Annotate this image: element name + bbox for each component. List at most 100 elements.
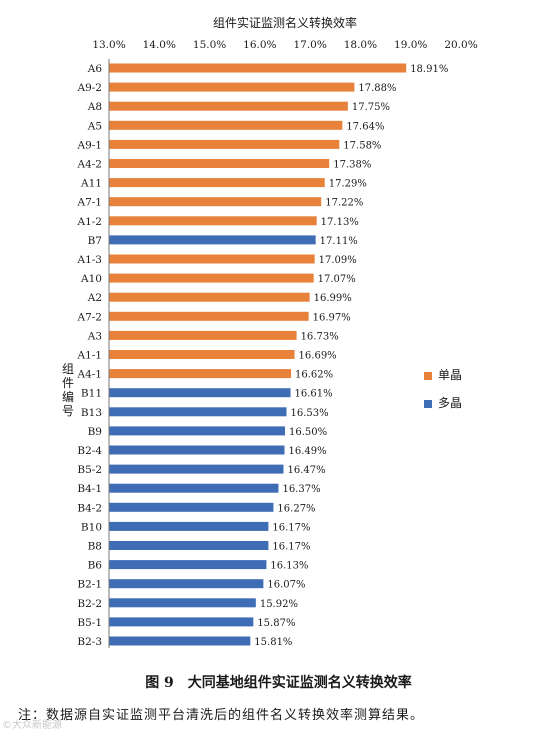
legend-label-poly: 多晶 (438, 396, 463, 410)
bar (109, 560, 267, 570)
bar-value-label: 17.13% (321, 217, 359, 228)
y-tick-label: A1-3 (77, 254, 103, 266)
bar-value-label: 15.92% (260, 599, 298, 610)
bar (109, 426, 285, 436)
bar (109, 579, 264, 589)
bar (109, 82, 355, 92)
y-tick-label: A9-1 (77, 139, 103, 151)
bar (109, 617, 254, 627)
y-axis-label-char: 件 (61, 376, 74, 390)
y-tick-label: A1-1 (77, 350, 103, 362)
bar-value-label: 16.47% (287, 465, 325, 476)
bar (109, 369, 292, 379)
y-tick-label: B9 (88, 426, 102, 438)
x-tick-label: 15.0% (193, 39, 226, 51)
bar-value-label: 16.17% (272, 542, 310, 553)
y-tick-label: B5-2 (77, 464, 102, 476)
bar-value-label: 17.58% (343, 140, 381, 151)
y-axis-label: 组件编号 (60, 362, 76, 418)
bar-value-label: 17.09% (319, 255, 357, 266)
y-tick-label: A4-2 (77, 159, 103, 171)
bar-value-label: 16.37% (282, 484, 320, 495)
bar (109, 139, 340, 149)
bar-value-label: 15.87% (257, 618, 295, 629)
bar (109, 483, 279, 493)
legend-label-mono: 单晶 (438, 368, 463, 382)
bar (109, 636, 251, 646)
bar (109, 178, 325, 188)
y-tick-label: A1-2 (77, 216, 103, 228)
bar-value-label: 16.62% (295, 370, 333, 381)
bar-value-label: 17.88% (358, 83, 396, 94)
bar (109, 63, 407, 73)
bar (109, 120, 343, 130)
bar-value-label: 16.61% (295, 389, 333, 400)
bar-value-label: 17.75% (352, 102, 390, 113)
watermark: ©大众新能源 (2, 720, 62, 731)
y-tick-label: B5-1 (77, 617, 102, 629)
bar-value-label: 15.81% (254, 637, 292, 648)
bar-value-label: 16.69% (299, 351, 337, 362)
y-tick-label: B4-1 (77, 483, 102, 495)
y-tick-label: A4-1 (77, 369, 103, 381)
bar-value-label: 17.29% (329, 179, 367, 190)
y-tick-label: A10 (80, 273, 102, 285)
figure-note: 注：数据源自实证监测平台清洗后的组件名义转换效率测算结果。 (18, 708, 425, 723)
bar-value-label: 16.49% (288, 446, 326, 457)
bar-value-label: 16.13% (270, 561, 308, 572)
chart-title: 组件实证监测名义转换效率 (212, 16, 357, 30)
y-tick-label: A11 (80, 178, 102, 190)
bar (109, 407, 287, 417)
y-tick-label: B6 (88, 560, 103, 572)
bar-value-label: 16.53% (291, 408, 329, 419)
y-axis-label-char: 编 (61, 390, 74, 404)
bar (109, 101, 348, 111)
y-tick-label: B2-2 (77, 598, 102, 610)
x-axis-ticks: 13.0% 14.0% 15.0% 16.0% 17.0% 18.0% 19.0% 20.0% (92, 39, 477, 51)
y-tick-label: B2-1 (77, 579, 102, 591)
y-tick-label: B7 (88, 235, 102, 247)
x-tick-label: 18.0% (344, 39, 377, 51)
bar (109, 254, 315, 264)
x-tick-label: 16.0% (243, 39, 276, 51)
bar (109, 235, 316, 245)
y-tick-label: B8 (88, 541, 102, 553)
y-tick-label: B2-4 (77, 445, 102, 457)
bar (109, 388, 291, 398)
bar-value-label: 16.07% (267, 580, 305, 591)
y-axis-label-char: 号 (61, 404, 74, 418)
legend-item-poly: 多晶 (424, 394, 462, 411)
bar (109, 598, 256, 608)
bar-value-label: 16.73% (301, 331, 339, 342)
bar-value-label: 17.11% (320, 236, 358, 247)
bar-value-label: 17.22% (325, 198, 363, 209)
x-tick-label: 13.0% (92, 39, 125, 51)
y-tick-label: A9-2 (77, 82, 103, 94)
bar (109, 445, 285, 455)
y-tick-label: B13 (81, 407, 102, 419)
bar-value-label: 17.07% (318, 274, 356, 285)
bar (109, 197, 322, 207)
x-tick-label: 20.0% (444, 39, 477, 51)
bar (109, 216, 317, 226)
bar (109, 541, 269, 550)
bar (109, 330, 297, 340)
bar-group: A6 18.91% A9-2 17.88% A8 17.75% A5 17.64% A9-1 17… (77, 63, 449, 648)
y-tick-label: A2 (87, 292, 102, 304)
x-tick-label: 14.0% (143, 39, 176, 51)
y-tick-label: A5 (87, 120, 102, 132)
bar (109, 311, 309, 321)
x-tick-label: 17.0% (293, 39, 326, 51)
figure-caption: 图 9 大同基地组件实证监测名义转换效率 (145, 675, 412, 691)
y-tick-label: A6 (87, 63, 103, 75)
legend-swatch-poly (424, 399, 432, 408)
bar-value-label: 18.91% (410, 64, 448, 75)
legend-item-mono: 单晶 (424, 366, 462, 383)
y-tick-label: B10 (81, 521, 102, 533)
bar-value-label: 16.27% (277, 503, 315, 514)
y-tick-label: A8 (87, 101, 102, 113)
y-tick-label: A3 (87, 330, 102, 342)
y-tick-label: B4-2 (77, 502, 102, 514)
bar (109, 350, 295, 359)
